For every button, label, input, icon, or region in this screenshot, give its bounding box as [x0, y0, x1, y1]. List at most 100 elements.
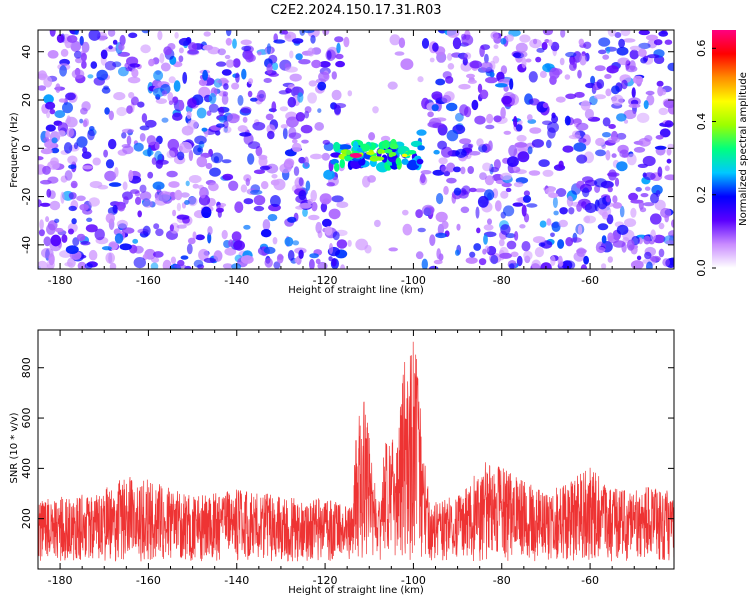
heatmap-cell [500, 65, 508, 75]
heatmap-cell [389, 34, 401, 46]
heatmap-cell [557, 255, 563, 267]
heatmap-cell [644, 251, 652, 260]
heatmap-cell [305, 180, 311, 191]
heatmap-cell [465, 257, 478, 264]
heatmap-cell [299, 30, 306, 36]
heatmap-cell [456, 223, 461, 231]
heatmap-cell [121, 128, 135, 134]
heatmap-cell [535, 56, 542, 63]
heatmap-cell [176, 202, 181, 212]
heatmap-cell [302, 207, 308, 217]
heatmap-cell [157, 30, 163, 41]
heatmap-cell [453, 166, 461, 173]
heatmap-cell [489, 71, 495, 78]
spectrogram-y-axis-label: Frequency (Hz) [9, 112, 20, 188]
heatmap-cell [225, 37, 232, 46]
x-tick-label: -180 [48, 274, 73, 287]
heatmap-cell [521, 57, 527, 69]
heatmap-cell [241, 68, 247, 80]
heatmap-cell [549, 67, 560, 80]
heatmap-cell [193, 259, 204, 268]
heatmap-cell [611, 153, 617, 158]
heatmap-cell [123, 196, 129, 205]
heatmap-cell [81, 151, 92, 159]
snr-y-axis-label: SNR (10 * v/v) [9, 412, 20, 483]
heatmap-cell [141, 30, 150, 34]
heatmap-cell [232, 38, 237, 49]
heatmap-cell [187, 237, 196, 245]
heatmap-cell [71, 69, 85, 79]
heatmap-cell [334, 36, 344, 43]
heatmap-cell [47, 50, 59, 59]
heatmap-cell [558, 219, 568, 228]
heatmap-cell [43, 236, 52, 247]
heatmap-cell [347, 90, 353, 97]
heatmap-cell [273, 261, 281, 269]
heatmap-cell [612, 195, 618, 204]
heatmap-cell [260, 229, 272, 238]
heatmap-cell [619, 205, 625, 218]
heatmap-cell [66, 127, 75, 138]
heatmap-cell [139, 191, 152, 201]
heatmap-cell [421, 204, 435, 216]
heatmap-cell [320, 202, 328, 213]
heatmap-cell [80, 107, 88, 115]
heatmap-cell [643, 235, 651, 245]
x-tick-label: -60 [581, 574, 599, 587]
heatmap-cell [112, 204, 118, 214]
heatmap-cell [199, 187, 207, 199]
heatmap-cell [452, 37, 462, 50]
heatmap-cell [38, 199, 42, 208]
heatmap-cell [467, 79, 477, 84]
heatmap-cell [582, 134, 591, 146]
heatmap-cell [216, 79, 230, 84]
heatmap-cell [482, 162, 492, 172]
heatmap-cell [654, 199, 666, 211]
heatmap-cell [658, 30, 669, 37]
heatmap-cell [660, 207, 672, 218]
heatmap-cell [602, 117, 611, 127]
heatmap-cell [594, 94, 606, 100]
heatmap-cell [284, 236, 294, 247]
heatmap-cell [521, 204, 527, 217]
heatmap-cell [482, 248, 487, 255]
heatmap-cell [132, 238, 139, 244]
heatmap-cell [650, 229, 656, 241]
heatmap-cell [92, 157, 101, 166]
heatmap-cell [49, 108, 56, 115]
heatmap-cell [240, 255, 254, 264]
heatmap-cell [322, 139, 330, 145]
heatmap-cell [493, 115, 502, 123]
heatmap-cell [38, 156, 44, 161]
heatmap-cell [536, 47, 545, 53]
heatmap-cell [545, 187, 555, 195]
heatmap-cell [433, 149, 440, 155]
heatmap-cell [252, 121, 266, 131]
heatmap-cell [237, 125, 248, 133]
heatmap-cell [42, 165, 51, 175]
heatmap-cell [317, 108, 322, 113]
x-tick-label: -140 [224, 274, 249, 287]
heatmap-cell [108, 110, 115, 121]
heatmap-cell [201, 127, 208, 132]
heatmap-cell [528, 71, 538, 83]
heatmap-cell [532, 236, 546, 244]
heatmap-cell [231, 263, 242, 269]
heatmap-cell [576, 247, 586, 257]
heatmap-cell [458, 83, 471, 90]
heatmap-cell [80, 52, 87, 62]
heatmap-cell [655, 190, 661, 197]
heatmap-cell [580, 100, 591, 111]
heatmap-cell [79, 203, 89, 211]
heatmap-cell [104, 170, 117, 182]
heatmap-cell [355, 238, 369, 251]
heatmap-cell [480, 61, 493, 72]
heatmap-cell [253, 169, 266, 175]
colorbar-tick-label: 0.4 [695, 113, 708, 130]
heatmap-cell [188, 175, 202, 184]
heatmap-cell [515, 42, 528, 53]
heatmap-cell [87, 74, 94, 79]
heatmap-cell [162, 259, 172, 269]
heatmap-cell [121, 144, 131, 148]
heatmap-cell [473, 243, 482, 251]
